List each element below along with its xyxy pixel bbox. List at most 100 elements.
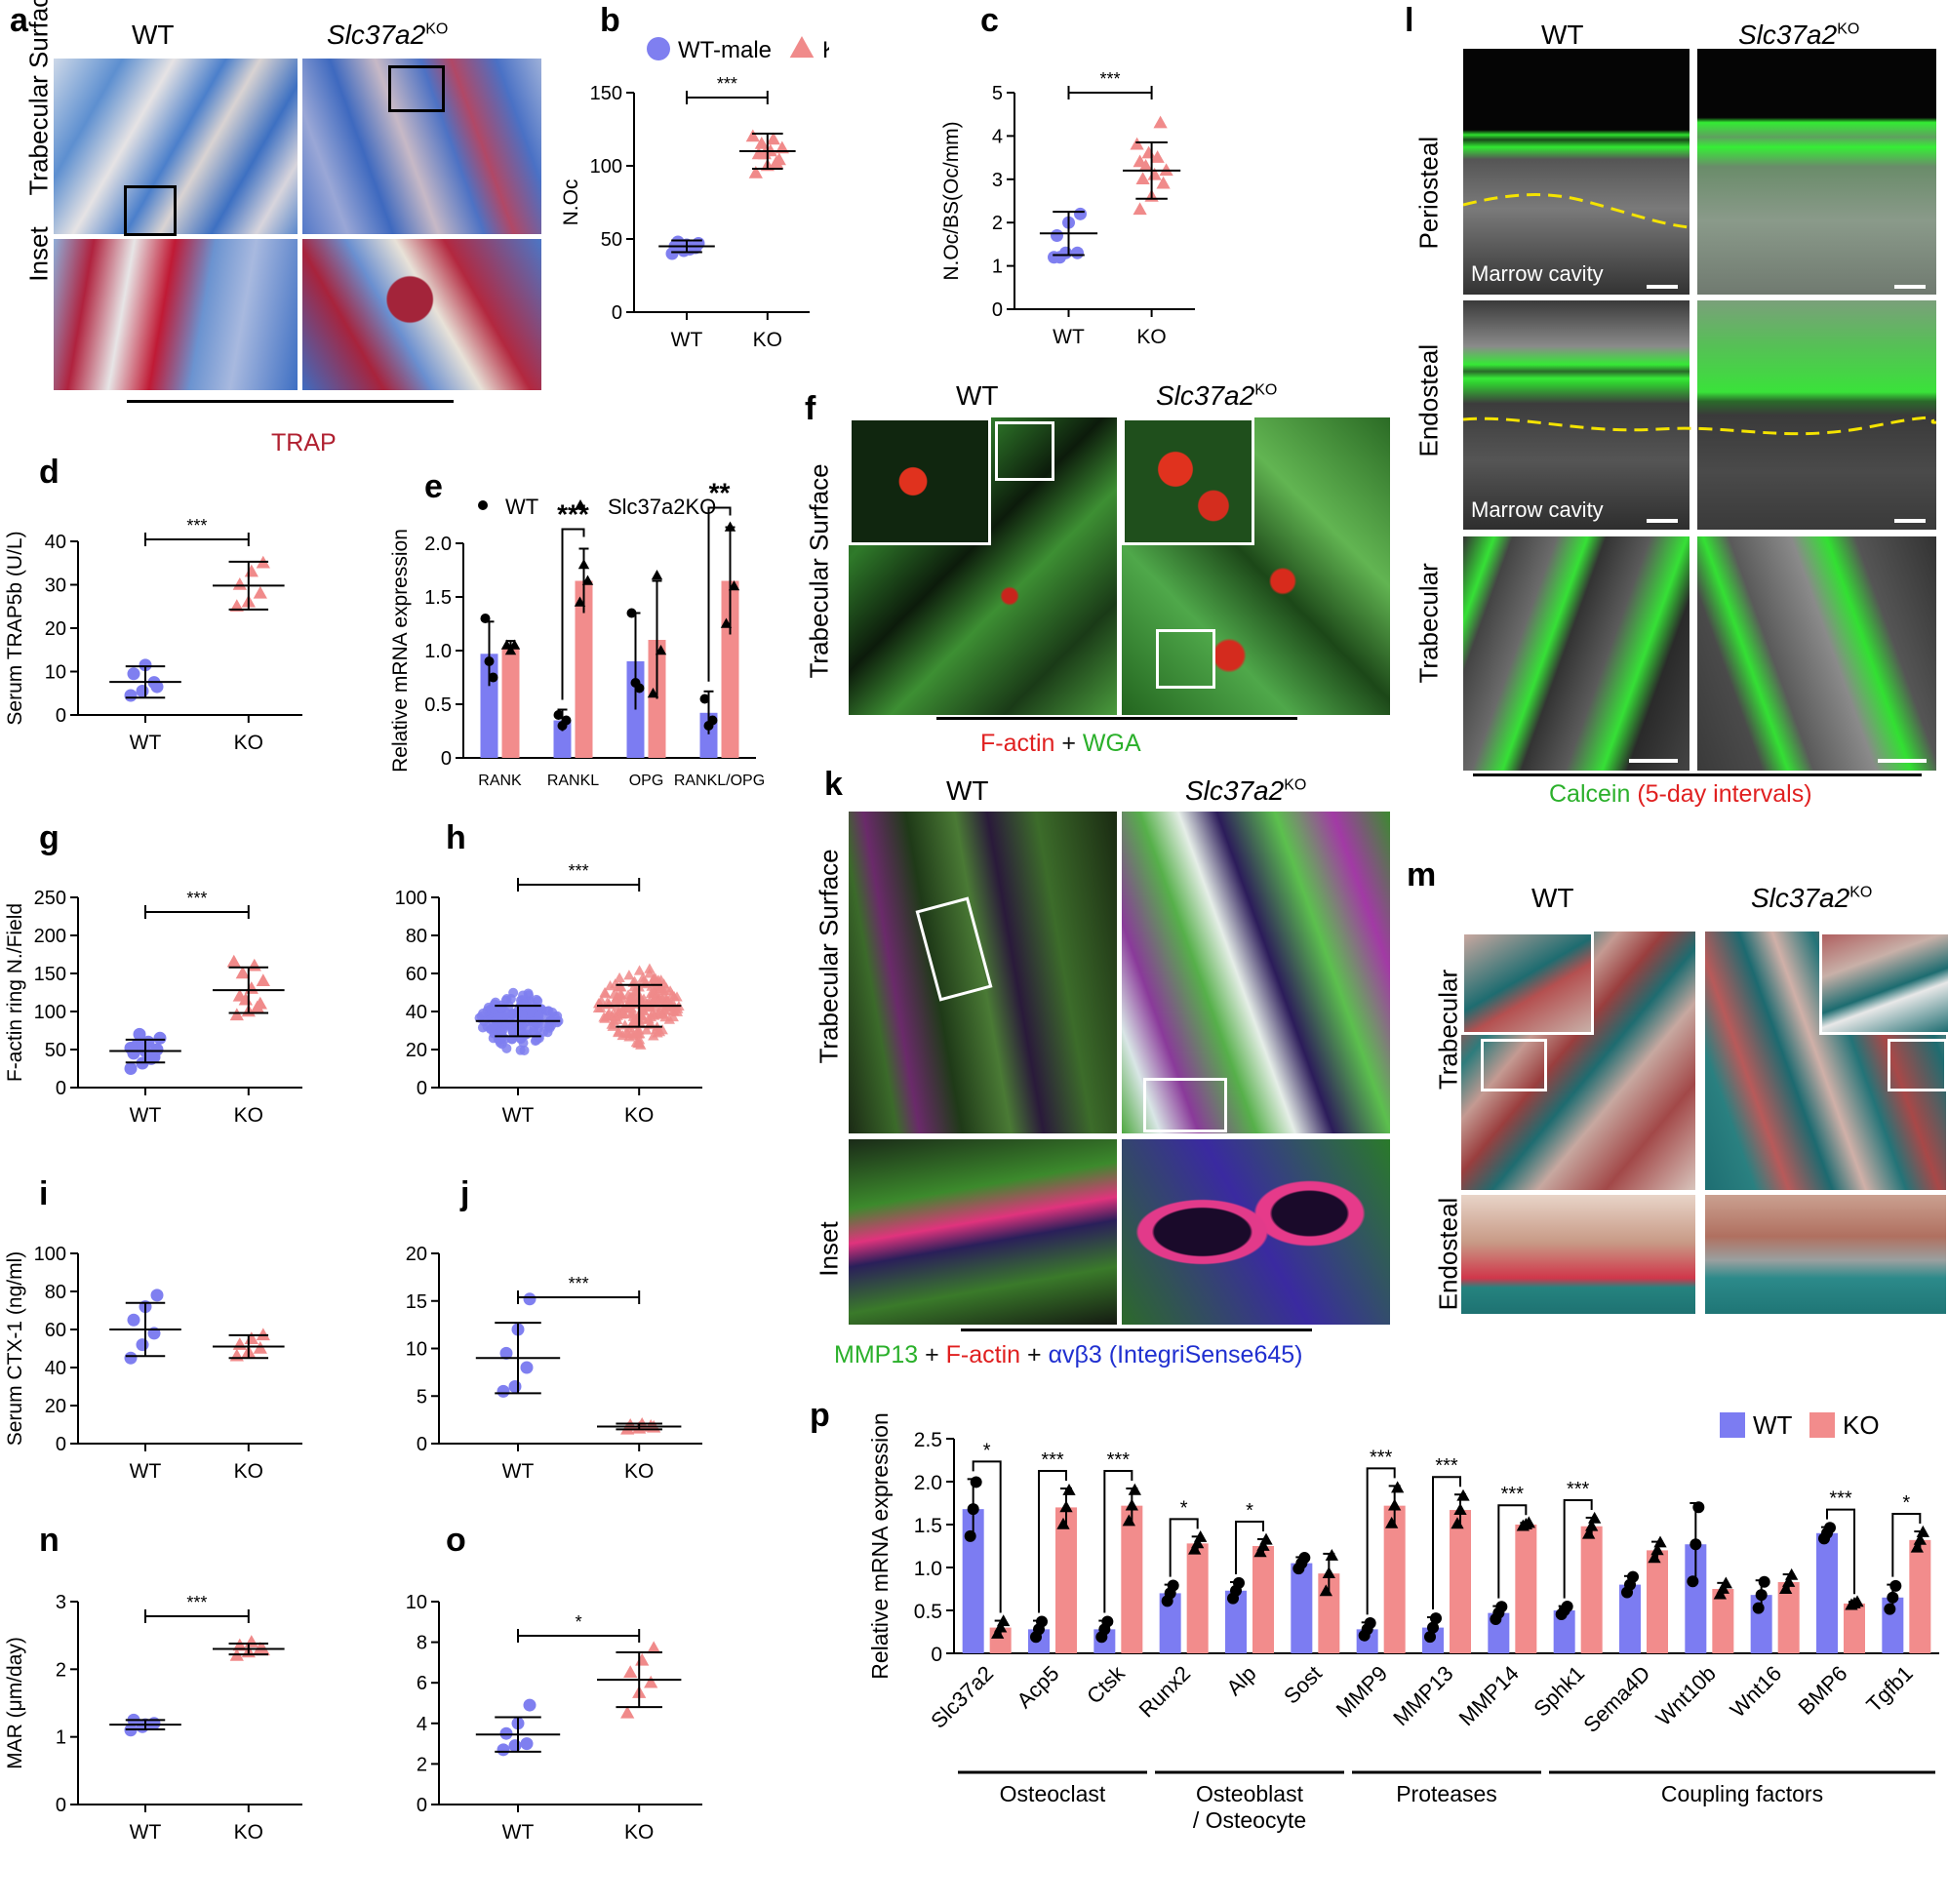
plot-o-point-wt-3 xyxy=(499,1726,513,1740)
plot-c-point-wt-6 xyxy=(1054,251,1066,264)
plot-g-point-ko-8 xyxy=(226,954,241,968)
plot-p-bar-ko-10 xyxy=(1647,1550,1668,1653)
panel-a-row-label-trabecular: Trabecular Surface xyxy=(23,0,54,196)
plot-h-point-ko-108 xyxy=(600,988,612,999)
plot-p-sig-bracket-1 xyxy=(1038,1470,1067,1613)
plot-p-point-wt-4-2 xyxy=(1233,1576,1245,1589)
panel-m-row-label-endosteal: Endosteal xyxy=(1433,1197,1463,1311)
plot-p-bar-wt-13 xyxy=(1816,1532,1838,1653)
plot-e-point-ko-2-0 xyxy=(647,688,659,698)
panel-l-image-wt-endosteal xyxy=(1463,300,1690,530)
plot-e-legend-ko-label: Slc37a2KO xyxy=(608,495,716,519)
plot-d-panel-label: d xyxy=(39,454,60,491)
plot-j-ytick-label-0: 0 xyxy=(417,1434,427,1455)
plot-p-xtick-label-6: MMP9 xyxy=(1332,1661,1393,1723)
plot-d-ylabel: Serum TRAP5b (U/L) xyxy=(4,531,26,725)
plot-h-point-ko-169 xyxy=(638,993,650,1004)
plot-g-ytick-label-3: 150 xyxy=(34,964,66,985)
panel-f-underline xyxy=(936,717,1297,720)
plot-c-point-wt-5 xyxy=(1074,207,1087,220)
plot-h-point-wt-114 xyxy=(533,996,543,1007)
panel-l-image-wt-trabecular xyxy=(1463,536,1690,771)
plot-p-point-ko-7-0 xyxy=(1451,1517,1464,1529)
plot-e-panel-label: e xyxy=(424,478,443,505)
plot-h-point-ko-99 xyxy=(663,1013,675,1024)
plot-p-point-ko-1-0 xyxy=(1056,1517,1070,1529)
plot-p-sig-bracket-6 xyxy=(1366,1467,1396,1615)
plot-d: d 0 10 20 30 40 Serum TRAP5b (U/L) WT KO *** xyxy=(4,454,302,754)
panel-l-image-ko-periosteal xyxy=(1697,49,1936,295)
panel-l-image-wt-periosteal xyxy=(1463,49,1690,295)
plot-h-sig-label: *** xyxy=(569,861,589,881)
plot-h-point-ko-95 xyxy=(633,965,646,975)
plot-i-ytick-label-5: 100 xyxy=(34,1244,66,1265)
plot-p-ytick-label-3: 1.5 xyxy=(914,1515,942,1537)
plot-p-group-label-1: Osteoblast xyxy=(1196,1781,1304,1806)
panel-l-row-label-endosteal: Endosteal xyxy=(1413,343,1444,457)
plot-p-bar-ko-11 xyxy=(1712,1589,1734,1653)
plot-o-ytick-label-3: 6 xyxy=(417,1673,427,1694)
plot-p-bar-wt-10 xyxy=(1619,1584,1641,1653)
plot-e-point-ko-2-2 xyxy=(655,645,667,655)
plot-g-point-wt-0 xyxy=(124,1062,138,1075)
plot-h-point-ko-191 xyxy=(610,995,621,1007)
plot-p-xtick-label-0: Slc37a2 xyxy=(926,1661,998,1733)
plot-h-ytick-label-0: 0 xyxy=(417,1078,427,1099)
plot-p-legend-wt-label: WT xyxy=(1753,1410,1793,1440)
plot-c-point-ko-2 xyxy=(1156,176,1171,189)
panel-a-row-label-inset: Inset xyxy=(23,226,54,282)
plot-h-xtick-label-1: KO xyxy=(624,1104,654,1127)
plot-p-point-ko-4-0 xyxy=(1253,1545,1267,1558)
plot-p-sig-label-2: *** xyxy=(1107,1449,1131,1471)
plot-p-sig-label-0: * xyxy=(983,1440,991,1461)
plot-p-xtick-label-11: Wnt10b xyxy=(1651,1661,1721,1730)
plot-j-sig-label: *** xyxy=(569,1274,589,1293)
panel-l-marrow-label-endosteal: Marrow cavity xyxy=(1471,497,1604,522)
plot-p-point-wt-11-0 xyxy=(1687,1575,1699,1588)
panel-l-scale-bar-4 xyxy=(1894,519,1926,523)
plot-e-point-ko-3-0 xyxy=(720,617,733,628)
plot-h-point-ko-187 xyxy=(608,1015,619,1026)
plot-i-point-wt-1 xyxy=(136,1338,149,1352)
plot-c-ytick-label-1: 1 xyxy=(992,257,1003,278)
plot-p-bar-wt-4 xyxy=(1225,1590,1247,1653)
plot-i-ylabel: Serum CTX-1 (ng/ml) xyxy=(4,1251,26,1447)
plot-c-point-ko-8 xyxy=(1130,137,1144,150)
plot-b-point-ko-10 xyxy=(769,155,783,169)
plot-p-group-label-0: Osteoclast xyxy=(1000,1781,1106,1806)
plot-e-point-wt-0-0 xyxy=(480,614,491,623)
plot-p-point-ko-3-0 xyxy=(1188,1542,1202,1555)
plot-p-bar-ko-6 xyxy=(1383,1505,1406,1653)
plot-p-point-ko-12-2 xyxy=(1785,1567,1799,1580)
panel-a-image-ko-trabecular xyxy=(302,59,541,234)
plot-p-bar-wt-3 xyxy=(1159,1593,1181,1653)
plot-d-ytick-label-4: 40 xyxy=(45,532,66,553)
plot-o-sig-label: * xyxy=(576,1612,582,1632)
plot-p-point-ko-5-1 xyxy=(1322,1567,1335,1579)
plot-p-point-ko-1-2 xyxy=(1062,1483,1076,1495)
plot-h-point-ko-107 xyxy=(612,981,624,992)
panel-k-image-ko-inset xyxy=(1122,1139,1390,1325)
plot-d-ytick-label-3: 30 xyxy=(45,575,66,597)
plot-h-point-ko-175 xyxy=(613,1026,624,1038)
plot-h-point-ko-172 xyxy=(627,995,639,1006)
plot-b-ytick-label-3: 150 xyxy=(590,83,622,104)
plot-h-point-ko-104 xyxy=(648,1030,659,1041)
plot-e-point-wt-2-2 xyxy=(634,683,645,694)
plot-p-xtick-label-7: MMP13 xyxy=(1388,1661,1457,1730)
plot-p-point-wt-7-0 xyxy=(1424,1631,1436,1644)
plot-j-xtick-label-1: KO xyxy=(624,1460,654,1483)
panel-l-image-ko-trabecular xyxy=(1697,536,1936,771)
plot-b-point-ko-8 xyxy=(745,129,760,142)
plot-g-sig-label: *** xyxy=(186,889,207,908)
plot-h-point-ko-198 xyxy=(664,985,676,996)
plot-p-xtick-label-1: Acp5 xyxy=(1012,1661,1063,1713)
plot-p-point-wt-12-0 xyxy=(1752,1602,1765,1614)
plot-e-ylabel: Relative mRNA expression xyxy=(389,529,412,773)
plot-d-point-wt-1 xyxy=(136,685,149,698)
plot-e-point-wt-1-2 xyxy=(561,715,572,726)
panel-l-wt-header: WT xyxy=(1541,20,1584,50)
plot-d-sig-label: *** xyxy=(186,516,207,536)
plot-e-point-wt-0-2 xyxy=(488,672,498,683)
plot-p-bar-ko-7 xyxy=(1450,1510,1471,1653)
